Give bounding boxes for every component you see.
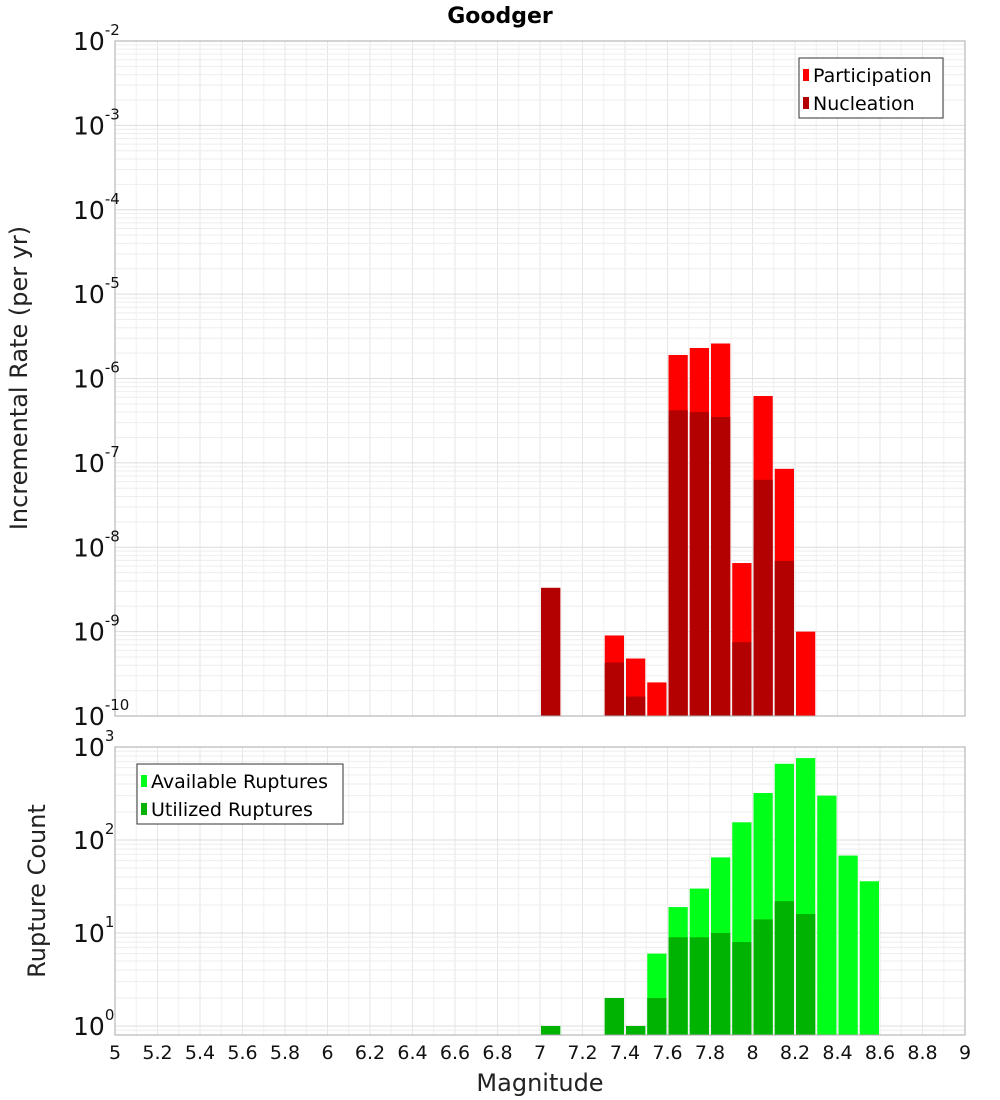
top-bar-series1 [647,682,667,716]
bottom-plot-area: 100 101 102 103 Available Ruptures Utilized R… [73,727,966,1041]
x-tick-label: 6.2 [355,1042,385,1064]
top-bar-series1 [796,631,816,716]
bottom-bar-series1 [817,795,837,1035]
top-y-tick-label: 10-2 [73,21,120,56]
top-legend-swatch [803,69,809,81]
x-tick-label: 5.4 [185,1042,215,1064]
bottom-bar-series2 [647,997,667,1035]
top-legend-label: Nucleation [813,93,915,115]
top-legend: Participation Nucleation [798,57,944,119]
x-tick-label: 6.4 [397,1042,427,1064]
top-bar-series2 [774,560,794,716]
x-tick-label: 5.8 [270,1042,300,1064]
top-y-tick-label: 10-5 [73,274,120,309]
bottom-y-tick-label: 103 [73,727,114,762]
bottom-bar-series2 [668,937,688,1035]
top-plot-area: 10-10 10-9 10-8 10-7 10-6 10-5 10-4 10-3 10-2 Par… [73,21,966,731]
bottom-bar-series2 [774,901,794,1035]
x-ticks: 5 5.2 5.4 5.6 5.8 6 6.2 6.4 6.6 6.8 7 7.2 7.4 7.6 7.8 8… [109,1042,971,1064]
top-bar-series2 [626,696,646,716]
x-tick-label: 6 [321,1042,333,1064]
x-tick-label: 7 [534,1042,546,1064]
bottom-bar-series1 [838,855,858,1035]
top-y-tick-label: 10-10 [73,696,129,731]
bottom-legend-box [136,763,344,825]
x-tick-label: 8.6 [865,1042,895,1064]
bottom-bar-series2 [753,919,773,1035]
x-tick-label: 8.8 [907,1042,937,1064]
top-y-tick-label: 10-9 [73,612,120,647]
top-y-tick-label: 10-3 [73,105,120,140]
top-bar-series2 [668,410,688,716]
top-y-tick-label: 10-7 [73,443,120,478]
x-tick-label: 5 [109,1042,121,1064]
x-tick-label: 6.6 [440,1042,470,1064]
top-grid [114,40,966,717]
top-plot-border [114,40,966,717]
bottom-bar-series2 [796,914,816,1035]
bottom-y-tick-label: 100 [73,1006,114,1041]
top-bars [541,343,816,716]
x-axis-label: Magnitude [476,1069,603,1097]
bottom-legend-swatch [141,775,147,787]
bottom-y-ticks: 100 101 102 103 [73,727,114,1041]
x-tick-label: 8.4 [822,1042,852,1064]
top-y-tick-label: 10-6 [73,359,120,394]
x-tick-label: 9 [959,1042,971,1064]
bottom-bars [541,758,879,1035]
bottom-legend-swatch [141,803,147,815]
top-y-axis-label: Incremental Rate (per yr) [5,226,33,530]
top-bar-series2 [689,412,709,716]
chart-title: Goodger [447,4,553,29]
top-bar-series2 [732,642,752,716]
bottom-bar-series2 [626,1025,646,1035]
bottom-bar-series2 [689,937,709,1035]
bottom-y-tick-label: 101 [73,913,114,948]
x-tick-label: 5.6 [227,1042,257,1064]
top-bar-series2 [753,479,773,716]
bottom-bar-series2 [711,932,731,1035]
bottom-bar-series2 [604,997,624,1035]
top-y-tick-label: 10-4 [73,190,120,225]
bottom-plot-border [114,746,966,1036]
x-tick-label: 7.2 [567,1042,597,1064]
top-bar-series2 [541,587,561,716]
bottom-y-axis-label: Rupture Count [23,804,51,978]
bottom-bar-series2 [732,942,752,1035]
bottom-y-tick-label: 102 [73,820,114,855]
x-tick-label: 7.6 [652,1042,682,1064]
top-bar-series2 [711,416,731,716]
bottom-legend-label: Utilized Ruptures [151,799,313,821]
x-tick-label: 7.8 [695,1042,725,1064]
x-tick-label: 8.2 [780,1042,810,1064]
bottom-bar-series2 [541,1025,561,1035]
top-y-tick-label: 10-8 [73,527,120,562]
bottom-legend-label: Available Ruptures [151,771,328,793]
top-legend-box [798,57,944,119]
top-legend-label: Participation [813,65,932,87]
top-bar-series2 [604,662,624,716]
bottom-legend: Available Ruptures Utilized Ruptures [136,763,344,825]
x-tick-label: 8 [746,1042,758,1064]
x-tick-label: 7.4 [610,1042,640,1064]
bottom-bar-series1 [859,881,879,1035]
x-tick-label: 5.2 [142,1042,172,1064]
x-tick-label: 6.8 [482,1042,512,1064]
top-legend-swatch [803,97,809,109]
